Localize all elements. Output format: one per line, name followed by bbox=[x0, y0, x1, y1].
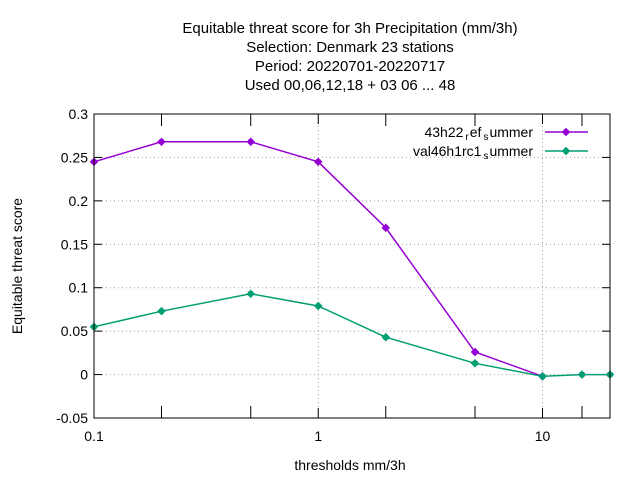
y-tick-label: 0.3 bbox=[69, 106, 89, 122]
legend-marker-1 bbox=[562, 128, 570, 136]
x-axis-ticks: 0.1 1 10 bbox=[84, 114, 611, 444]
legend-label-part: ummer bbox=[489, 124, 533, 140]
y-tick-label: 0.1 bbox=[69, 280, 89, 296]
legend-entry-2: val46h1rc1 summer bbox=[413, 143, 588, 162]
y-tick-label: 0.25 bbox=[61, 149, 88, 165]
y-tick-label: 0.15 bbox=[61, 236, 88, 252]
series-2-point bbox=[314, 301, 323, 310]
legend-label-2: val46h1rc1 summer bbox=[413, 143, 533, 162]
legend-label-part: ef bbox=[470, 124, 482, 140]
legend-label-part: s bbox=[483, 132, 488, 143]
y-axis-ticks: -0.05 0 0.05 0.1 0.15 0.2 0.25 0.3 bbox=[56, 106, 610, 426]
series-2-point bbox=[538, 372, 547, 381]
legend-label-part: ummer bbox=[489, 143, 533, 159]
y-axis-label: Equitable threat score bbox=[9, 198, 25, 334]
series-1-point bbox=[314, 157, 323, 166]
series-1-line bbox=[93, 141, 543, 378]
x-axis-label: thresholds mm/3h bbox=[294, 457, 405, 473]
chart-title-line-1: Equitable threat score for 3h Precipitat… bbox=[182, 20, 517, 37]
legend-label-part: val46h1rc1 bbox=[413, 143, 482, 159]
series-layer bbox=[90, 137, 614, 381]
legend-label-1: 43h22 ref summer bbox=[424, 124, 533, 143]
legend-label-part: r bbox=[465, 132, 469, 143]
y-tick-label: 0.2 bbox=[69, 193, 89, 209]
chart-title-line-3: Period: 20220701-20220717 bbox=[255, 58, 445, 75]
series-2-line bbox=[93, 293, 610, 378]
chart-title: Equitable threat score for 3h Precipitat… bbox=[182, 20, 517, 94]
legend-entry-1: 43h22 ref summer bbox=[424, 124, 588, 143]
series-1-point bbox=[157, 137, 166, 146]
legend-marker-2 bbox=[562, 147, 570, 155]
x-tick-label: 0.1 bbox=[84, 428, 104, 444]
series-2-point bbox=[470, 359, 479, 368]
legend-label-part: s bbox=[483, 151, 488, 162]
series-2-point bbox=[246, 289, 255, 298]
plot-frame bbox=[93, 113, 611, 419]
legend-label-part: 43h22 bbox=[424, 124, 463, 140]
x-tick-label: 10 bbox=[535, 428, 551, 444]
series-1-point bbox=[470, 347, 479, 356]
chart-title-line-4: Used 00,06,12,18 + 03 06 ... 48 bbox=[245, 77, 456, 94]
series-1-point bbox=[381, 223, 390, 232]
series-2-point bbox=[381, 333, 390, 342]
series-2-point bbox=[577, 370, 586, 379]
series-2-point bbox=[157, 307, 166, 316]
chart-title-line-2: Selection: Denmark 23 stations bbox=[246, 39, 454, 56]
series-1-point bbox=[246, 137, 255, 146]
x-tick-label: 1 bbox=[314, 428, 322, 444]
y-tick-label: 0 bbox=[80, 367, 88, 383]
grid-lines bbox=[94, 114, 610, 418]
series-2 bbox=[90, 289, 614, 381]
y-tick-label: 0.05 bbox=[61, 323, 88, 339]
y-tick-label: -0.05 bbox=[56, 410, 88, 426]
